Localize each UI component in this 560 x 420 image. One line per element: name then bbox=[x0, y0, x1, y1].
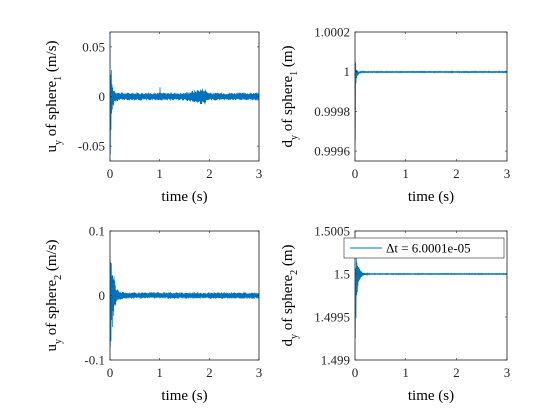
series-line bbox=[355, 256, 507, 339]
y-label-part: y bbox=[289, 334, 300, 339]
series-line bbox=[355, 57, 507, 141]
y-label-part: u bbox=[44, 344, 60, 352]
x-tick-label: 3 bbox=[256, 166, 263, 181]
y-label-part: y bbox=[53, 140, 64, 145]
x-axis-label: time (s) bbox=[408, 189, 454, 205]
legend-box bbox=[343, 237, 505, 259]
y-label-part: (m/s) bbox=[44, 40, 60, 75]
y-tick-label: 0.05 bbox=[82, 39, 105, 54]
series-line bbox=[110, 35, 259, 155]
x-tick-label: 3 bbox=[256, 365, 263, 380]
plot-frame bbox=[354, 31, 508, 162]
y-label-part: of sphere bbox=[44, 81, 60, 140]
y-label-part: of sphere bbox=[280, 275, 296, 334]
y-tick-label: 0 bbox=[99, 288, 106, 303]
y-axis-label: uy of sphere1 (m/s) bbox=[44, 40, 64, 152]
y-tick-label: 1.5005 bbox=[314, 224, 350, 239]
y-axis-label: dy of sphere2 (m) bbox=[280, 244, 300, 346]
y-tick-label: 0 bbox=[99, 89, 106, 104]
x-tick-label: 1 bbox=[156, 365, 163, 380]
x-tick-label: 3 bbox=[504, 166, 511, 181]
y-tick-label: 1.5 bbox=[334, 267, 350, 282]
x-tick-label: 0 bbox=[107, 365, 114, 380]
y-axis-label: dy of sphere1 (m) bbox=[280, 45, 300, 147]
x-tick-label: 0 bbox=[352, 365, 359, 380]
x-tick-label: 0 bbox=[352, 166, 359, 181]
y-tick-label: 0.1 bbox=[89, 224, 105, 239]
y-label-part: of sphere bbox=[280, 76, 296, 135]
x-axis-label: time (s) bbox=[161, 189, 207, 205]
subplot-2: 0 1 2 3 0.9996 0.9998 1 1.0002 time (s) dy of sph… bbox=[280, 25, 510, 206]
y-label-part: (m/s) bbox=[44, 239, 60, 274]
y-label-part: d bbox=[280, 140, 296, 148]
x-tick-label: 2 bbox=[206, 365, 213, 380]
y-tick-label: 1.0002 bbox=[314, 25, 350, 40]
y-label-part: 1 bbox=[53, 76, 64, 81]
x-tick-label: 1 bbox=[402, 365, 409, 380]
y-label-part: y bbox=[289, 135, 300, 140]
y-axis-label: uy of sphere2 (m/s) bbox=[44, 239, 64, 351]
series-line bbox=[110, 256, 259, 347]
x-axis-label: time (s) bbox=[161, 388, 207, 404]
x-tick-label: 2 bbox=[206, 166, 213, 181]
x-tick-label: 0 bbox=[107, 166, 114, 181]
y-label-part: 2 bbox=[289, 270, 300, 275]
y-label-part: y bbox=[53, 339, 64, 344]
y-label-part: (m) bbox=[280, 45, 296, 70]
x-tick-label: 1 bbox=[402, 166, 409, 181]
x-tick-label: 3 bbox=[504, 365, 511, 380]
y-label-part: of sphere bbox=[44, 280, 60, 339]
y-tick-label: 1.4995 bbox=[314, 310, 350, 325]
x-tick-label: 2 bbox=[453, 365, 460, 380]
y-tick-label: -0.1 bbox=[84, 353, 105, 368]
plot-frame bbox=[354, 230, 508, 361]
y-tick-label: 0.9998 bbox=[314, 104, 350, 119]
y-label-part: 1 bbox=[289, 71, 300, 76]
y-label-part: 2 bbox=[53, 275, 64, 280]
y-label-part: d bbox=[280, 339, 296, 347]
x-tick-label: 2 bbox=[453, 166, 460, 181]
y-tick-label: 0.9996 bbox=[314, 144, 350, 159]
y-tick-label: -0.05 bbox=[78, 139, 105, 154]
y-tick-label: 1.499 bbox=[321, 353, 350, 368]
x-tick-label: 1 bbox=[156, 166, 163, 181]
x-axis-label: time (s) bbox=[408, 388, 454, 404]
legend: Δt = 6.0001e-05 bbox=[343, 237, 505, 259]
legend-label: Δt = 6.0001e-05 bbox=[386, 241, 471, 256]
y-tick-label: 1 bbox=[344, 64, 351, 79]
y-label-part: (m) bbox=[280, 244, 296, 269]
plot-area bbox=[354, 31, 508, 162]
y-label-part: u bbox=[44, 145, 60, 153]
subplot-4: 0 1 2 3 1.499 1.4995 1.5 1.5005 time (s) dy of sp… bbox=[280, 224, 510, 405]
